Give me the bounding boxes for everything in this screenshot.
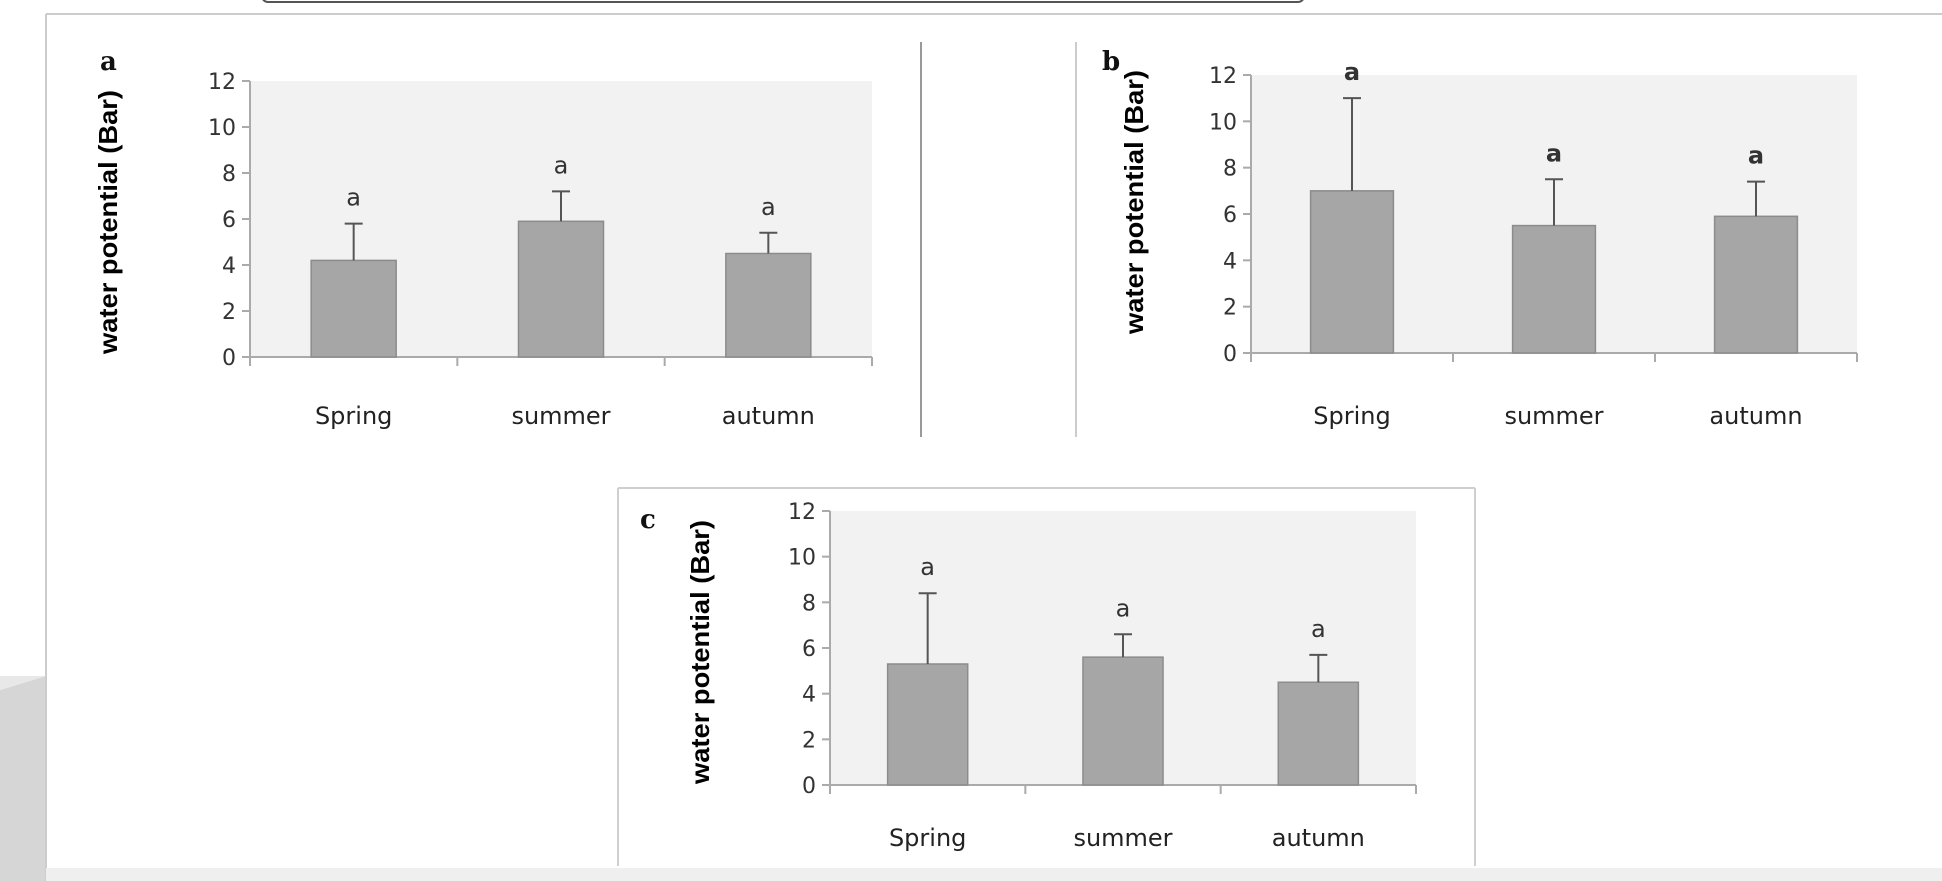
- y-tick-label: 2: [222, 300, 236, 325]
- bar: [1309, 190, 1395, 354]
- x-category-label: summer: [511, 402, 610, 430]
- y-tick-label: 4: [222, 254, 236, 279]
- x-category-label: autumn: [1709, 402, 1802, 430]
- panel-letter: c: [640, 505, 656, 535]
- chart-panel-b: 0 2 4 6 8 10 12 a Spring a summer a autumn water pote…: [1102, 47, 1858, 430]
- y-axis-title: water potential (Bar): [1119, 70, 1149, 335]
- y-tick-label: 12: [1209, 64, 1237, 89]
- y-tick-label: 2: [1223, 296, 1237, 321]
- y-tick-label: 6: [222, 208, 236, 233]
- x-category-label: autumn: [722, 402, 815, 430]
- page-shadow-top: [0, 676, 46, 690]
- y-tick-label: 0: [222, 346, 236, 371]
- y-axis-title: water potential (Bar): [93, 90, 123, 355]
- bar: [1277, 681, 1360, 786]
- y-tick-label: 0: [802, 774, 816, 799]
- panel-letter: a: [100, 47, 117, 77]
- bar: [1082, 656, 1164, 786]
- x-category-label: Spring: [315, 402, 392, 430]
- y-tick-label: 0: [1223, 342, 1237, 367]
- y-tick-label: 8: [222, 162, 236, 187]
- bar: [886, 663, 969, 786]
- y-tick-label: 6: [1223, 203, 1237, 228]
- bar: [725, 252, 812, 358]
- bottom-strip: [46, 868, 1942, 881]
- significance-label: a: [346, 184, 361, 212]
- x-category-label: summer: [1073, 824, 1172, 852]
- bar: [1511, 224, 1597, 354]
- significance-label: a: [1546, 139, 1562, 167]
- y-tick-label: 4: [1223, 249, 1237, 274]
- page-shadow: [0, 676, 46, 881]
- y-tick-label: 2: [802, 728, 816, 753]
- y-tick-label: 10: [1209, 110, 1237, 135]
- significance-label: a: [920, 553, 935, 581]
- y-tick-label: 8: [802, 591, 816, 616]
- significance-label: a: [1311, 615, 1326, 643]
- y-tick-label: 12: [208, 70, 236, 95]
- significance-label: a: [1344, 58, 1360, 86]
- y-tick-label: 6: [802, 637, 816, 662]
- bar: [310, 259, 397, 358]
- bar: [1713, 215, 1799, 354]
- y-tick-label: 4: [802, 683, 816, 708]
- x-category-label: summer: [1504, 402, 1603, 430]
- y-tick-label: 12: [788, 500, 816, 525]
- y-tick-label: 10: [208, 116, 236, 141]
- significance-label: a: [1748, 142, 1764, 170]
- panel-letter: b: [1102, 47, 1120, 77]
- x-category-label: autumn: [1272, 824, 1365, 852]
- y-axis-title: water potential (Bar): [685, 520, 715, 785]
- bar: [517, 220, 605, 358]
- significance-label: a: [554, 151, 569, 179]
- chart-panel-c: 0 2 4 6 8 10 12 a Spring a summer a autumn water pote…: [640, 500, 1417, 852]
- y-tick-label: 8: [1223, 157, 1237, 182]
- y-tick-label: 10: [788, 546, 816, 571]
- caption-box-edge: [262, 0, 1304, 3]
- significance-label: a: [761, 193, 776, 221]
- significance-label: a: [1116, 594, 1131, 622]
- chart-panel-a: 0 2 4 6 8 10 12 a Spring a summer a autumn water pote…: [93, 47, 873, 430]
- x-category-label: Spring: [889, 824, 966, 852]
- x-category-label: Spring: [1313, 402, 1390, 430]
